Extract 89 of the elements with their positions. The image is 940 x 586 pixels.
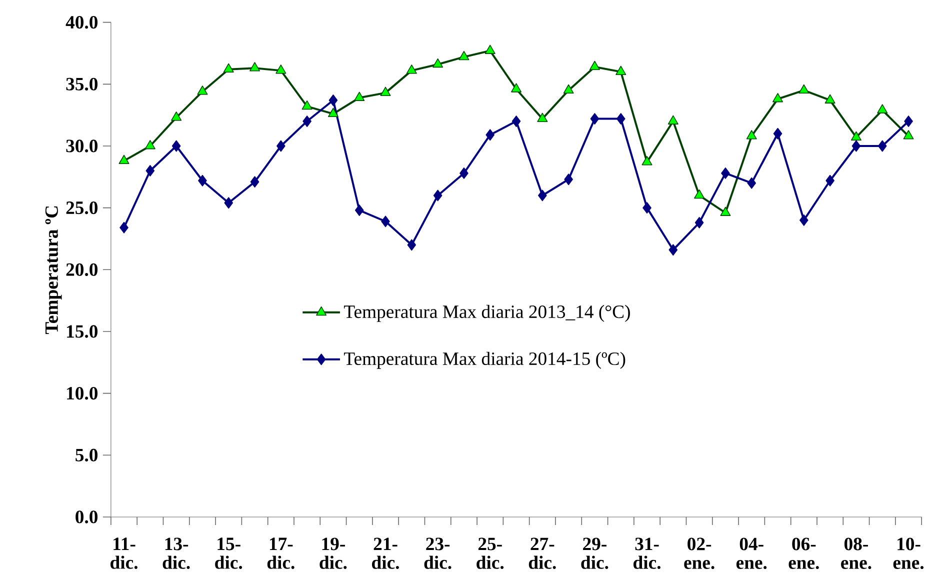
y-tick-label: 25.0 <box>66 201 98 214</box>
point <box>276 140 286 152</box>
point <box>800 214 808 226</box>
point <box>824 94 836 104</box>
point <box>773 128 782 140</box>
point <box>276 64 286 74</box>
point <box>564 174 573 186</box>
point <box>197 86 208 95</box>
point <box>642 202 652 214</box>
point <box>747 177 756 189</box>
point <box>694 189 705 199</box>
point <box>146 164 155 176</box>
point <box>354 92 365 101</box>
x-tick-label: 27- dic. <box>528 538 556 569</box>
y-tick-label: 40.0 <box>66 16 98 29</box>
point <box>407 239 416 251</box>
point <box>250 62 260 72</box>
point <box>589 60 600 70</box>
point <box>120 222 128 234</box>
point <box>302 116 312 127</box>
y-tick-label: 10.0 <box>67 386 98 400</box>
point <box>250 176 260 188</box>
point <box>172 140 181 152</box>
point <box>224 197 234 209</box>
point <box>850 131 862 141</box>
y-tick-label: 15.0 <box>67 325 98 338</box>
point <box>563 84 574 94</box>
legend-label: Temperatura Max diaria 2013_14 (°C) <box>344 304 630 322</box>
point <box>668 244 678 256</box>
x-tick-label: 11- dic. <box>110 538 138 569</box>
point <box>484 44 496 54</box>
x-tick-label: 06- ene. <box>788 538 819 570</box>
point <box>354 204 364 216</box>
point <box>302 100 312 110</box>
x-tick-label: 15- dic. <box>215 538 242 569</box>
point <box>694 216 704 228</box>
point <box>903 130 914 140</box>
x-tick-label: 19- dic. <box>320 538 347 569</box>
point <box>432 58 444 68</box>
point <box>433 190 442 202</box>
point <box>458 50 470 60</box>
point <box>511 83 522 92</box>
y-tick-label: 20.0 <box>66 263 98 276</box>
x-tick-label: 21- dic. <box>372 538 399 569</box>
point <box>223 63 234 73</box>
point <box>904 116 913 127</box>
point <box>406 64 417 74</box>
point <box>826 174 834 186</box>
point <box>380 86 391 96</box>
point <box>460 167 468 179</box>
x-tick-label: 10- ene. <box>893 538 924 570</box>
point <box>642 156 652 166</box>
point <box>198 174 207 186</box>
x-tick-label: 29- dic. <box>581 538 608 569</box>
point <box>328 108 338 118</box>
x-tick-label: 13- dic. <box>162 538 190 569</box>
point <box>144 140 156 150</box>
point <box>878 140 887 152</box>
y-tick-label: 0.0 <box>76 510 98 524</box>
y-tick-label: 35.0 <box>66 78 98 91</box>
x-tick-label: 31- dic. <box>634 538 660 569</box>
point <box>512 116 521 127</box>
point <box>746 130 757 140</box>
y-tick-label: 5.0 <box>76 448 98 462</box>
point <box>721 167 730 179</box>
x-tick-label: 23- dic. <box>424 538 452 569</box>
point <box>668 115 678 124</box>
point <box>877 104 888 114</box>
point <box>537 112 548 122</box>
point <box>798 84 810 94</box>
point <box>118 154 130 164</box>
y-tick-label: 30.0 <box>66 140 98 152</box>
x-tick-label: 02- ene. <box>684 538 714 570</box>
point <box>616 66 626 75</box>
point <box>772 93 784 102</box>
x-tick-label: 17- dic. <box>267 538 294 569</box>
point <box>590 113 600 125</box>
x-tick-label: 25- dic. <box>476 538 504 569</box>
point <box>616 113 626 125</box>
point <box>381 216 390 228</box>
x-tick-label: 04- ene. <box>736 538 767 570</box>
point <box>486 129 495 141</box>
x-tick-label: 08- ene. <box>841 538 872 570</box>
point <box>538 190 547 202</box>
legend-label: Temperatura Max diaria 2014-15 (ºC) <box>344 352 626 369</box>
point <box>852 140 861 152</box>
point <box>328 94 338 106</box>
point <box>171 112 182 121</box>
y-axis-title: Temperatura ºC <box>45 206 62 334</box>
